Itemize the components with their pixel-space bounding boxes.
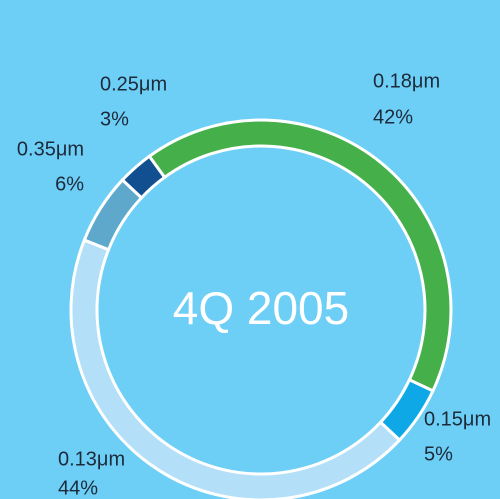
segment-value-label: 5%: [424, 443, 453, 465]
segment-label: 0.25μm: [100, 73, 167, 95]
segment-label: 0.13μm: [58, 448, 125, 470]
segment-value-label: 3%: [100, 108, 129, 130]
segment-label: 0.18μm: [373, 70, 440, 92]
segment-label: 0.15μm: [424, 408, 491, 430]
donut-segment: [120, 154, 167, 200]
segment-value-label: 6%: [55, 173, 84, 195]
segment-label: 0.35μm: [17, 138, 84, 160]
segment-value-label: 42%: [373, 106, 413, 128]
segment-value-label: 44%: [58, 477, 98, 499]
chart-title: 4Q 2005: [173, 282, 349, 334]
